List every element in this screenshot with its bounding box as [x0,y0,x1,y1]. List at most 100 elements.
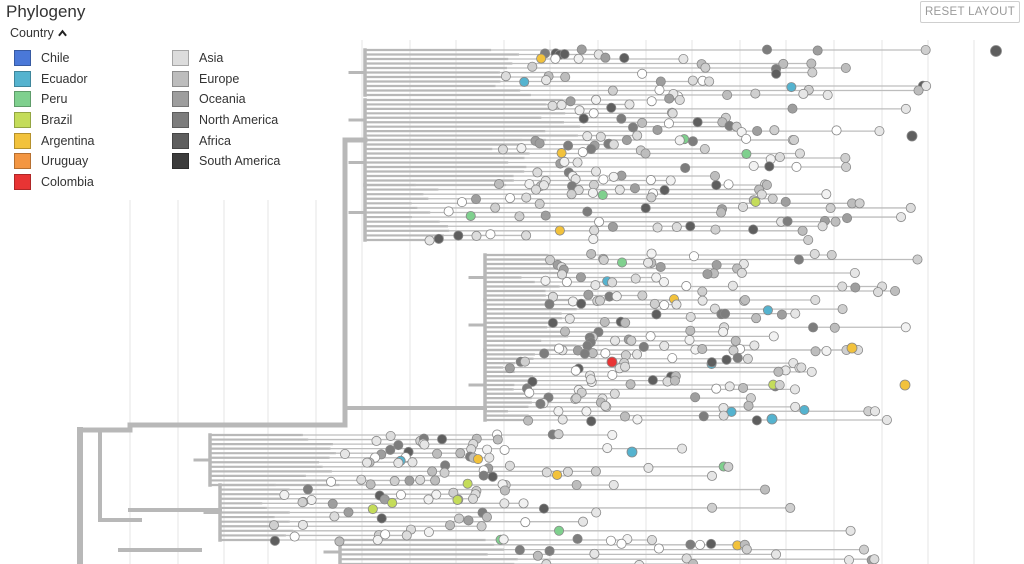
tip-node[interactable] [631,274,640,283]
tip-node[interactable] [591,167,600,176]
tip-node[interactable] [565,314,574,323]
tip-node[interactable] [731,336,740,345]
tip-node[interactable] [571,366,580,375]
tip-node[interactable] [522,231,531,240]
tip-node[interactable] [563,467,572,476]
tip-node[interactable] [573,158,582,167]
tip-node[interactable] [501,72,510,81]
tip-node[interactable] [303,485,312,494]
tip-node[interactable] [686,222,695,231]
tip-node[interactable] [545,300,554,309]
tip-node[interactable] [591,281,600,290]
tip-node[interactable] [660,300,669,309]
tip-node[interactable] [542,468,551,477]
tip-node[interactable] [425,236,434,245]
tip-node[interactable] [477,522,486,531]
tip-node[interactable] [921,45,930,54]
tip-node[interactable] [533,551,542,560]
tip-node[interactable] [749,161,758,170]
tip-node[interactable] [437,435,446,444]
tip-node[interactable] [668,109,677,118]
tip-node[interactable] [760,485,769,494]
tip-node[interactable] [499,535,508,544]
tip-node[interactable] [807,367,816,376]
tip-node[interactable] [473,454,482,463]
tip-node[interactable] [606,536,615,545]
tip-node[interactable] [610,336,619,345]
tip-node[interactable] [560,50,569,59]
tip-node[interactable] [628,123,637,132]
tip-node[interactable] [609,140,618,149]
tip-node[interactable] [554,430,563,439]
tip-node[interactable] [548,318,557,327]
tip-node[interactable] [627,336,636,345]
tip-node[interactable] [620,362,629,371]
tip-node[interactable] [771,550,780,559]
tip-node[interactable] [505,193,514,202]
tip-node[interactable] [454,514,463,523]
tip-node[interactable] [335,537,344,546]
tip-node[interactable] [672,222,681,231]
tip-node[interactable] [586,375,595,384]
tip-node[interactable] [737,268,746,277]
tip-node[interactable] [533,168,542,177]
tip-node[interactable] [772,69,781,78]
tip-node[interactable] [633,415,642,424]
tip-node[interactable] [691,393,700,402]
tip-node[interactable] [641,203,650,212]
tip-node[interactable] [781,197,790,206]
tip-node[interactable] [482,512,491,521]
tip-node[interactable] [706,539,715,548]
tip-node[interactable] [900,380,910,390]
tip-node[interactable] [603,443,612,452]
tip-node[interactable] [738,202,747,211]
tip-node[interactable] [539,504,548,513]
tip-node[interactable] [733,353,742,362]
tip-node[interactable] [428,467,437,476]
tip-node[interactable] [558,415,567,424]
tip-node[interactable] [466,211,475,220]
tip-node[interactable] [762,45,771,54]
tip-node[interactable] [625,100,634,109]
tip-node[interactable] [650,299,659,308]
tip-node[interactable] [810,249,819,258]
tip-node[interactable] [515,212,524,221]
tip-node[interactable] [710,171,719,180]
tip-node[interactable] [572,480,581,489]
tip-node[interactable] [537,54,546,63]
tip-node[interactable] [742,545,751,554]
tip-node[interactable] [769,332,778,341]
tip-node[interactable] [607,357,617,367]
tip-node[interactable] [685,335,694,344]
phylogeny-tree[interactable] [0,40,1024,564]
tip-node[interactable] [483,445,492,454]
tip-node[interactable] [578,517,587,526]
tip-node[interactable] [682,281,691,290]
tip-node[interactable] [416,475,425,484]
tip-node[interactable] [608,370,617,379]
tip-node[interactable] [594,217,603,226]
tip-node[interactable] [660,341,669,350]
tip-node[interactable] [445,521,454,530]
tip-node[interactable] [298,498,307,507]
tip-node[interactable] [686,312,695,321]
tip-node[interactable] [701,63,710,72]
tip-node[interactable] [560,157,569,166]
tip-node[interactable] [626,380,635,389]
tip-node[interactable] [468,494,477,503]
tip-node[interactable] [719,411,728,420]
tip-node[interactable] [823,90,832,99]
tip-node[interactable] [804,235,813,244]
tip-node[interactable] [790,385,799,394]
tip-node[interactable] [901,323,910,332]
tip-node[interactable] [373,535,382,544]
tip-node[interactable] [722,355,731,364]
tip-node[interactable] [600,317,609,326]
tip-node[interactable] [590,226,599,235]
tip-node[interactable] [660,186,669,195]
tip-node[interactable] [751,197,760,206]
tip-node[interactable] [366,480,375,489]
tip-node[interactable] [362,458,371,467]
tip-node[interactable] [659,277,668,286]
tip-node[interactable] [554,526,563,535]
